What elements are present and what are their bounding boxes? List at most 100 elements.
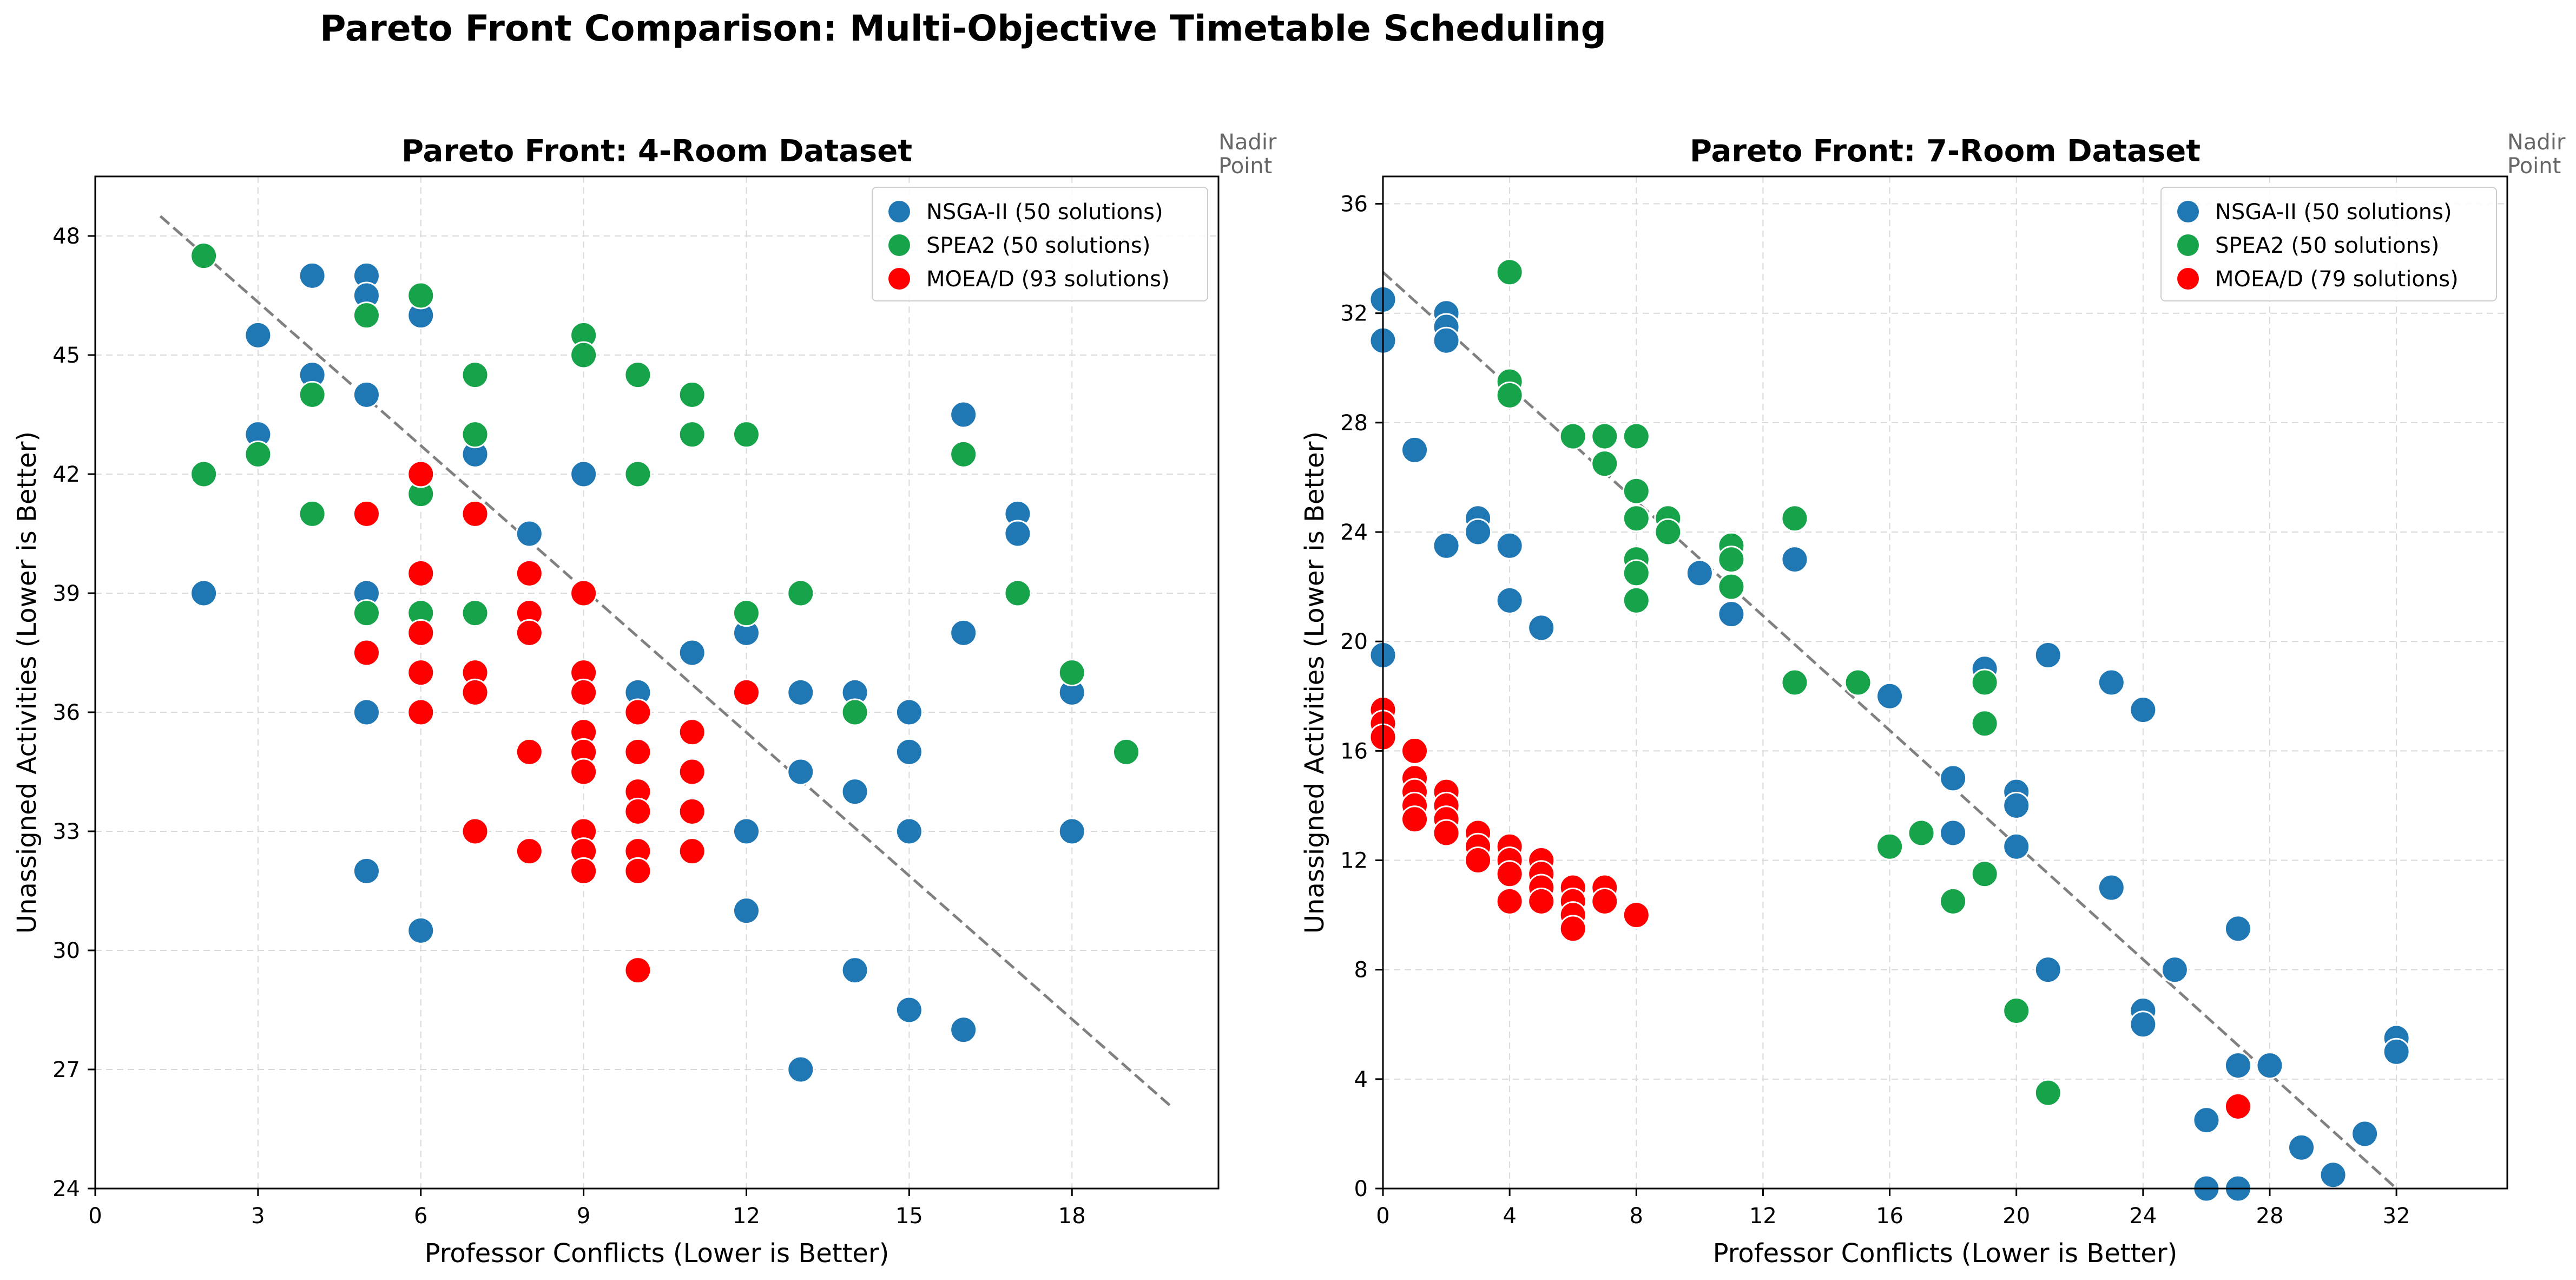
data-point <box>678 380 706 409</box>
data-point <box>461 421 489 449</box>
data-point <box>570 460 598 488</box>
y-tick-label: 48 <box>52 224 80 249</box>
data-point <box>190 242 218 270</box>
data-point <box>678 837 706 865</box>
chart-title: Pareto Front: 4-Room Dataset <box>401 134 912 169</box>
data-point <box>407 659 435 687</box>
y-tick-label: 39 <box>52 581 80 606</box>
legend-entry: MOEA/D (79 solutions) <box>2215 267 2459 292</box>
data-point <box>732 599 760 627</box>
y-tick-label: 33 <box>52 819 80 844</box>
data-point <box>1058 817 1086 845</box>
data-point <box>352 380 380 409</box>
data-point <box>1432 819 1460 847</box>
x-tick-label: 20 <box>2002 1204 2030 1229</box>
data-point <box>515 619 543 647</box>
series-2 <box>352 460 760 984</box>
data-point <box>2129 1010 2157 1039</box>
data-point <box>2224 1052 2252 1080</box>
x-tick-label: 12 <box>1749 1204 1777 1229</box>
data-point <box>1527 887 1556 915</box>
data-point <box>1622 422 1650 450</box>
data-point <box>515 520 543 548</box>
data-point <box>2097 668 2125 697</box>
x-tick-label: 18 <box>1058 1204 1086 1229</box>
data-point <box>2002 996 2031 1025</box>
y-tick-label: 4 <box>1354 1067 1368 1092</box>
data-point <box>1622 477 1650 505</box>
data-point <box>1971 668 1999 697</box>
data-point <box>1591 422 1619 450</box>
y-tick-label: 8 <box>1354 958 1368 983</box>
plot-frame <box>94 175 1220 1190</box>
data-point <box>2192 1106 2221 1134</box>
y-axis-label: Unassigned Activities (Lower is Better) <box>12 431 42 934</box>
data-point <box>407 559 435 587</box>
y-tick-label: 36 <box>1340 192 1368 217</box>
data-point <box>1559 915 1587 943</box>
data-point <box>352 599 380 627</box>
x-tick-label: 0 <box>1376 1204 1389 1229</box>
data-point <box>1939 819 1967 847</box>
data-point <box>678 758 706 786</box>
data-point <box>1876 682 1904 710</box>
data-point <box>407 698 435 726</box>
legend-box <box>872 187 1208 301</box>
y-tick-label: 36 <box>52 700 80 725</box>
data-point <box>1971 860 1999 888</box>
data-point <box>190 460 218 488</box>
data-point <box>1112 738 1141 766</box>
data-point <box>1971 710 1999 738</box>
data-point <box>244 321 272 349</box>
data-point <box>624 361 652 389</box>
x-tick-label: 12 <box>733 1204 760 1229</box>
data-point <box>298 500 326 528</box>
data-point <box>298 380 326 409</box>
data-point <box>2224 915 2252 943</box>
data-point <box>2224 1092 2252 1120</box>
data-point <box>950 619 978 647</box>
x-tick-label: 24 <box>2129 1204 2157 1229</box>
data-point <box>515 738 543 766</box>
data-point <box>678 797 706 825</box>
data-point <box>352 301 380 330</box>
nadir-point-label: Nadir Point <box>2507 130 2566 179</box>
legend-entry: NSGA-II (50 solutions) <box>926 200 1163 225</box>
y-tick-label: 45 <box>52 343 80 368</box>
data-point <box>950 401 978 429</box>
data-point <box>1939 764 1967 792</box>
legend-box <box>2160 187 2497 301</box>
data-point <box>1717 546 1745 574</box>
data-point <box>787 758 815 786</box>
data-point <box>950 440 978 468</box>
data-point <box>515 559 543 587</box>
data-point <box>1495 860 1524 888</box>
data-point <box>841 956 869 984</box>
data-point <box>1781 504 1809 533</box>
x-tick-label: 0 <box>88 1204 102 1229</box>
x-tick-label: 3 <box>251 1204 265 1229</box>
data-point <box>2288 1133 2316 1161</box>
data-point <box>1464 846 1492 875</box>
y-tick-label: 27 <box>52 1058 80 1082</box>
data-point <box>570 678 598 706</box>
data-point <box>1844 668 1872 697</box>
data-point <box>407 460 435 488</box>
data-point <box>2319 1161 2347 1189</box>
data-point <box>1622 504 1650 533</box>
data-point <box>841 698 869 726</box>
data-point <box>461 599 489 627</box>
data-point <box>1401 436 1429 464</box>
data-point <box>1876 832 1904 861</box>
data-point <box>1781 668 1809 697</box>
data-point <box>1717 573 1745 601</box>
data-point <box>732 421 760 449</box>
data-point <box>1717 600 1745 628</box>
x-tick-label: 32 <box>2383 1204 2410 1229</box>
y-tick-label: 24 <box>1340 520 1368 545</box>
data-point <box>1401 737 1429 765</box>
data-point <box>570 857 598 885</box>
y-tick-label: 28 <box>1340 411 1368 436</box>
